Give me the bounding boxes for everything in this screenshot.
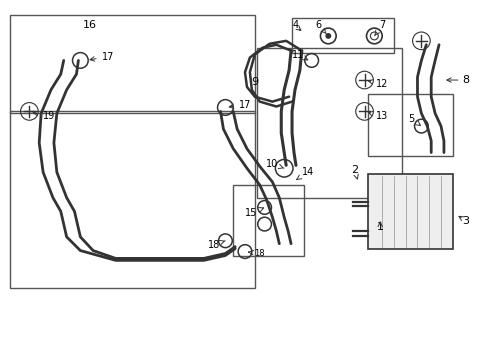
Text: 2: 2: [351, 165, 358, 179]
Bar: [10, 111, 255, 288]
Text: 14: 14: [296, 167, 314, 180]
Bar: [233, 185, 304, 256]
Text: 12: 12: [368, 79, 389, 89]
Bar: [368, 94, 453, 156]
Text: 18: 18: [248, 249, 265, 258]
Text: 19: 19: [33, 111, 55, 121]
Text: 5: 5: [409, 114, 420, 126]
Bar: [368, 174, 453, 249]
Bar: [292, 18, 394, 53]
Text: 16: 16: [83, 20, 97, 30]
Bar: [257, 48, 402, 198]
Text: 4: 4: [293, 20, 299, 30]
Text: 8: 8: [462, 75, 469, 85]
Text: 10: 10: [267, 159, 284, 169]
Text: 17: 17: [229, 99, 251, 109]
Text: 3: 3: [462, 216, 469, 226]
Text: 13: 13: [368, 111, 388, 121]
Bar: [10, 15, 255, 113]
Text: 7: 7: [375, 20, 385, 35]
Text: 9: 9: [251, 77, 258, 87]
Text: 18: 18: [208, 240, 225, 250]
Text: 15: 15: [245, 208, 264, 218]
Text: 1: 1: [377, 222, 384, 232]
Text: 6: 6: [316, 20, 326, 33]
Text: 11: 11: [292, 50, 308, 60]
Circle shape: [325, 33, 331, 39]
Text: 17: 17: [90, 51, 114, 62]
